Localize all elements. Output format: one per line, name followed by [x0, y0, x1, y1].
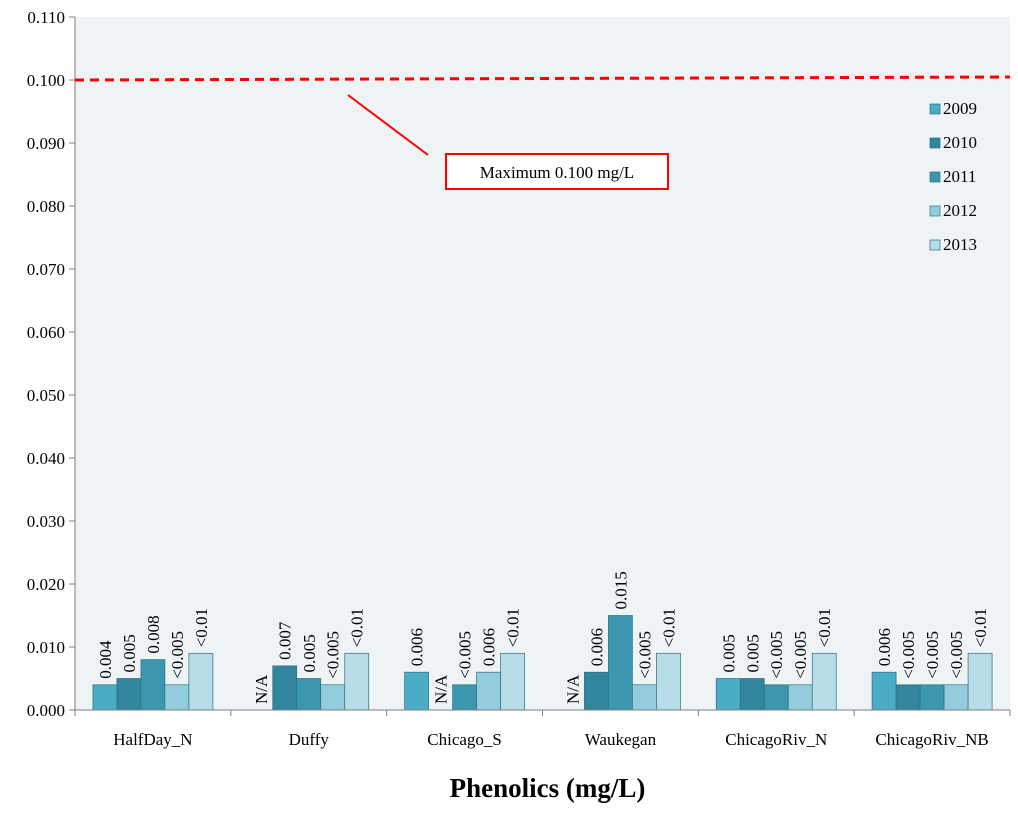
bar-2011 [608, 615, 633, 711]
bar-2013 [967, 652, 993, 711]
data-label: <0.01 [192, 608, 211, 647]
bar-2012 [943, 684, 969, 711]
legend-swatch-2012 [929, 205, 941, 217]
data-label: N/A [252, 674, 271, 704]
x-category-label: ChicagoRiv_NB [875, 730, 988, 749]
legend-label-2010: 2010 [943, 133, 977, 152]
y-tick-label: 0.110 [27, 8, 65, 27]
y-tick-label: 0.000 [27, 701, 65, 720]
data-label: <0.005 [899, 631, 918, 679]
y-tick-label: 0.040 [27, 449, 65, 468]
data-label: 0.007 [276, 621, 295, 660]
y-tick-label: 0.090 [27, 134, 65, 153]
bar-2011 [763, 684, 789, 711]
legend-label-2013: 2013 [943, 235, 977, 254]
bar-2012 [320, 684, 346, 711]
x-category-label: HalfDay_N [113, 730, 192, 749]
bar-2009 [871, 671, 897, 711]
axes-layer: 0.000 0.010 0.020 0.030 0.040 0.050 0.060 0.070… [27, 8, 1011, 749]
y-tick-label: 0.020 [27, 575, 65, 594]
data-label: <0.005 [324, 631, 343, 679]
x-category-label: Waukegan [585, 730, 657, 749]
annotation-box [445, 153, 669, 190]
bar-2012 [787, 684, 813, 711]
data-label: <0.01 [504, 608, 523, 647]
data-label: <0.005 [635, 631, 654, 679]
bar-2011 [140, 659, 166, 711]
legend-label-2011: 2011 [943, 167, 976, 186]
y-tick-label: 0.060 [27, 323, 65, 342]
bar-2011 [452, 684, 477, 711]
bar-2013 [811, 652, 837, 711]
bar-2013 [188, 652, 214, 711]
annotation-text: Maximum 0.100 mg/L [480, 163, 634, 182]
data-label: 0.008 [144, 615, 163, 653]
legend-swatch-2011 [929, 171, 941, 183]
data-label: <0.01 [659, 608, 678, 647]
data-label: <0.005 [947, 631, 966, 679]
bar-2013 [500, 652, 525, 711]
data-label: 0.006 [408, 628, 427, 666]
data-label: 0.006 [875, 628, 894, 666]
y-tick-label: 0.050 [27, 386, 65, 405]
data-label: 0.005 [300, 634, 319, 672]
bars-layer [92, 615, 993, 711]
bar-2011 [296, 678, 322, 711]
legend-swatch-2013 [929, 239, 941, 251]
data-label: N/A [432, 674, 451, 704]
data-label: <0.01 [971, 608, 990, 647]
data-label: 0.004 [96, 640, 115, 679]
data-label: 0.006 [480, 628, 499, 666]
bar-2012 [632, 684, 657, 711]
data-label: 0.006 [587, 628, 606, 666]
bar-2009 [715, 678, 741, 711]
data-label: <0.005 [923, 631, 942, 679]
bar-2009 [404, 671, 429, 711]
bar-2012 [164, 684, 190, 711]
bar-2010 [584, 671, 609, 711]
data-label: <0.005 [456, 631, 475, 679]
data-label: <0.01 [348, 608, 367, 647]
reference-layer: Maximum 0.100 mg/L [74, 75, 1011, 190]
y-tick-label: 0.010 [27, 638, 65, 657]
bar-2009 [92, 684, 118, 711]
y-tick-label: 0.030 [27, 512, 65, 531]
x-category-label: ChicagoRiv_N [725, 730, 827, 749]
bar-2012 [476, 671, 501, 711]
data-label: N/A [563, 674, 582, 704]
legend: 2009 2010 2011 2012 2013 [929, 99, 977, 254]
annotation-pointer [347, 94, 429, 156]
x-category-label: Chicago_S [427, 730, 502, 749]
legend-swatch-2009 [929, 103, 941, 115]
x-category-label: Duffy [289, 730, 330, 749]
plot-area [75, 17, 1010, 710]
bar-2010 [895, 684, 921, 711]
bar-2013 [656, 652, 681, 711]
data-labels-layer: 0.004 0.005 0.008 <0.005 <0.01 N/A 0.007 0.005 <… [96, 571, 990, 704]
data-label: 0.005 [743, 634, 762, 672]
x-axis-title: Phenolics (mg/L) [450, 773, 646, 803]
bar-2010 [272, 665, 298, 711]
legend-swatch-2010 [929, 137, 941, 149]
bar-2011 [919, 684, 945, 711]
bar-2010 [739, 678, 765, 711]
y-tick-label: 0.070 [27, 260, 65, 279]
data-label: <0.005 [767, 631, 786, 679]
data-label: 0.005 [719, 634, 738, 672]
data-label: <0.01 [815, 608, 834, 647]
bar-2013 [344, 652, 370, 711]
legend-label-2012: 2012 [943, 201, 977, 220]
y-tick-label: 0.100 [27, 71, 65, 90]
data-label: <0.005 [168, 631, 187, 679]
legend-label-2009: 2009 [943, 99, 977, 118]
data-label: 0.015 [611, 571, 630, 609]
bar-2010 [116, 678, 142, 711]
data-label: 0.005 [120, 634, 139, 672]
y-tick-label: 0.080 [27, 197, 65, 216]
data-label: <0.005 [791, 631, 810, 679]
max-reference-line [74, 75, 1011, 82]
